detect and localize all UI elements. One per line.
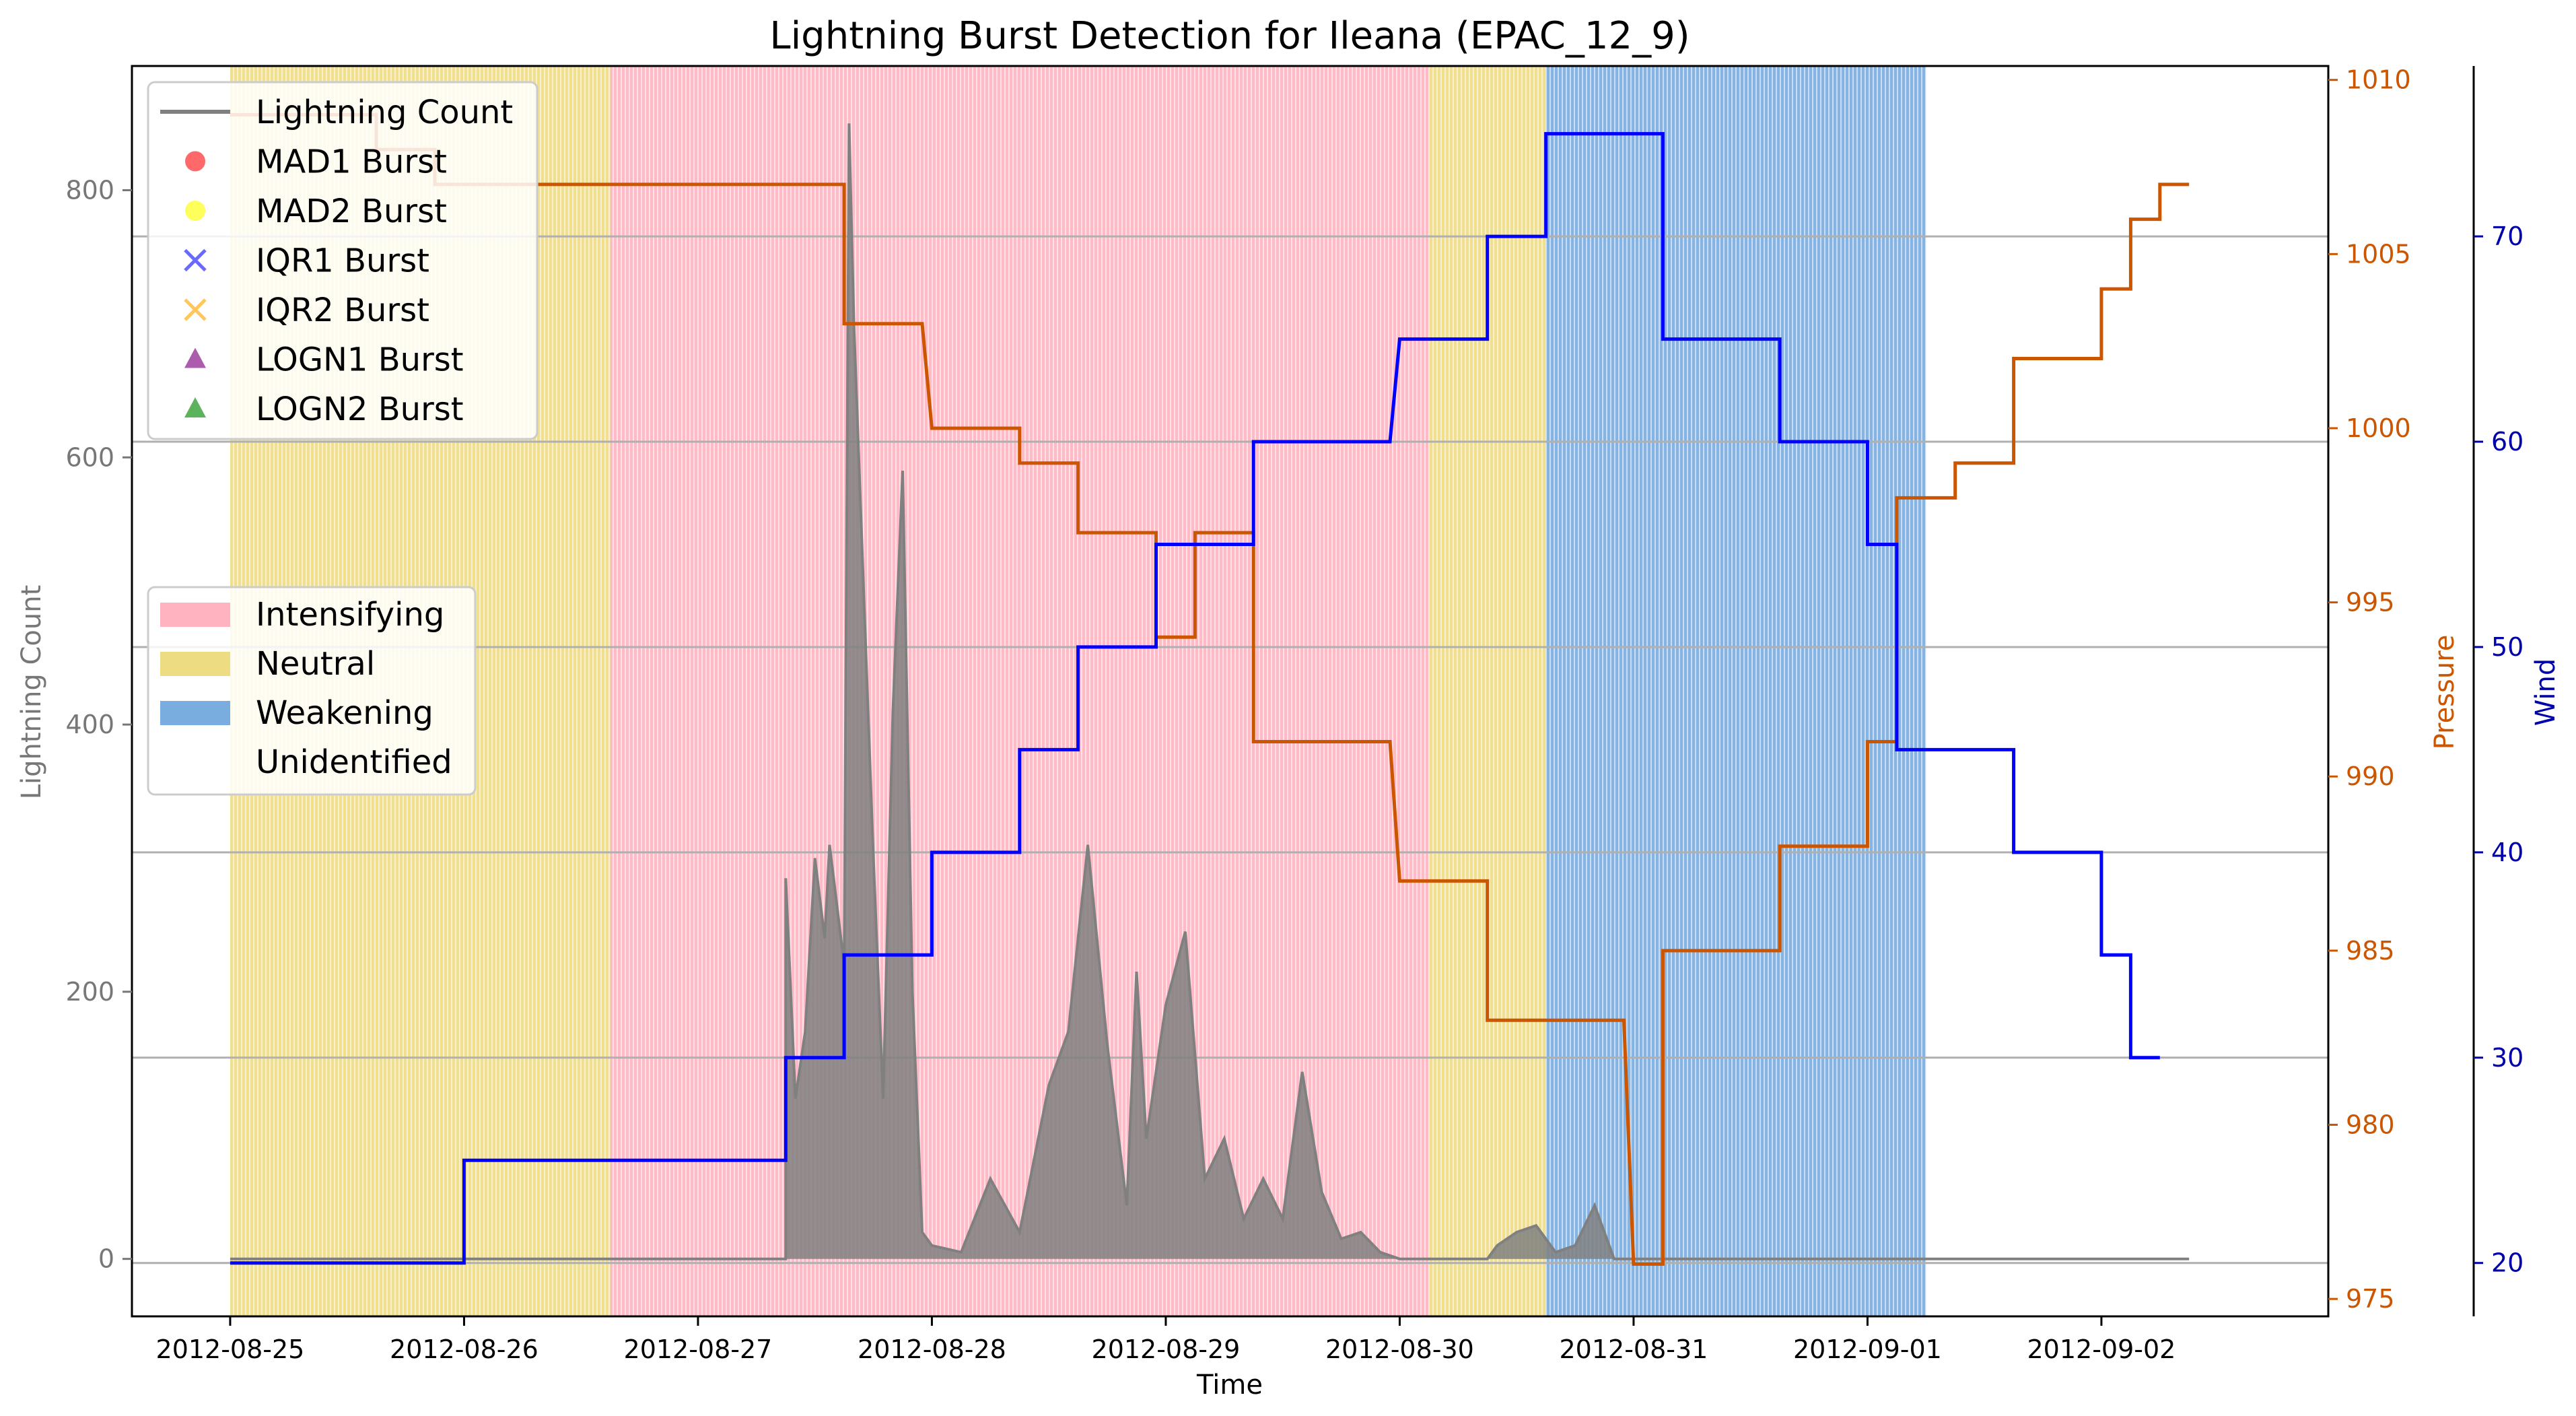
chart-title: Lightning Burst Detection for Ileana (EP…	[769, 14, 1690, 58]
y-tick-label-wind: 40	[2491, 838, 2523, 867]
y-axis-label-wind: Wind	[2530, 659, 2561, 727]
legend-phases: Intensifying Neutral Weakening Unidentified	[147, 586, 477, 796]
y-tick-label-pressure: 1000	[2346, 413, 2411, 443]
y-tick-label-wind: 30	[2491, 1043, 2523, 1073]
legend-label: MAD2 Burst	[256, 193, 447, 230]
y-axis-label-lightning: Lightning Count	[16, 585, 47, 800]
legend-swatch-phase	[160, 701, 230, 725]
legend-label: Weakening	[256, 694, 433, 732]
y-tick-label-lightning: 0	[98, 1244, 114, 1274]
legend-swatch-marker	[184, 347, 206, 368]
legend-label: MAD1 Burst	[256, 143, 447, 181]
legend-swatch-phase	[160, 603, 230, 627]
plot-frame	[131, 65, 2330, 1318]
y-tick-label-pressure: 980	[2346, 1110, 2395, 1140]
pressure-line	[230, 112, 2190, 1266]
y-tick-label-pressure: 975	[2346, 1284, 2395, 1314]
legend-label: Intensifying	[256, 596, 444, 634]
x-tick-label: 2012-09-02	[2027, 1335, 2176, 1364]
x-tick-label: 2012-08-30	[1325, 1335, 1474, 1364]
y-tick-label-wind: 50	[2491, 632, 2523, 662]
y-tick-label-pressure: 985	[2346, 936, 2395, 966]
y-axis-label-pressure: Pressure	[2429, 635, 2460, 750]
y-tick-label-pressure: 990	[2346, 762, 2395, 791]
legend-label: Lightning Count	[256, 94, 513, 131]
legend-bursts: Lightning Count MAD1 Burst MAD2 Burst IQR1 …	[147, 81, 538, 440]
series-layer	[230, 112, 2190, 1266]
wind-line	[230, 132, 2160, 1265]
legend-label: IQR1 Burst	[256, 242, 429, 280]
legend-label: Unidentified	[256, 743, 452, 781]
x-tick-label: 2012-09-01	[1793, 1335, 1942, 1364]
legend-label: Neutral	[256, 645, 375, 683]
phase-band-intensifying	[610, 66, 1429, 1316]
phase-bands	[230, 66, 1926, 1316]
y-tick-label-lightning: 200	[65, 977, 114, 1007]
x-tick-label: 2012-08-26	[390, 1335, 538, 1364]
legend-swatch-marker	[184, 248, 207, 272]
y-tick-label-pressure: 1010	[2346, 65, 2411, 95]
legend-bursts-box	[147, 81, 538, 440]
legend-label: LOGN2 Burst	[256, 391, 464, 428]
legend-phases-box	[147, 586, 477, 796]
phase-band-weakening	[1545, 66, 1926, 1316]
y-tick-label-wind: 60	[2491, 427, 2523, 457]
legend-label: IQR2 Burst	[256, 292, 429, 329]
x-axis-label: Time	[1196, 1370, 1263, 1401]
x-tick-label: 2012-08-28	[858, 1335, 1006, 1364]
lightning-count-line	[230, 123, 2190, 1260]
y-tick-label-wind: 70	[2491, 222, 2523, 251]
legend-label: LOGN1 Burst	[256, 341, 464, 379]
legend-swatch-marker	[185, 201, 205, 221]
y-tick-label-lightning: 600	[65, 442, 114, 472]
x-tick-label: 2012-08-31	[1560, 1335, 1708, 1364]
axes: 2012-08-25 2012-08-26 2012-08-27 2012-08-28…	[65, 65, 2523, 1364]
x-tick-label: 2012-08-27	[624, 1335, 773, 1364]
y-tick-label-pressure: 1005	[2346, 239, 2411, 269]
legend-swatch-marker	[184, 298, 207, 321]
legend-swatch-marker	[184, 397, 206, 417]
y-tick-label-lightning: 400	[65, 710, 114, 739]
legend-swatch-phase	[160, 652, 230, 676]
y-tick-label-wind: 20	[2491, 1248, 2523, 1278]
x-tick-label: 2012-08-29	[1092, 1335, 1241, 1364]
legend-swatch-marker	[185, 151, 205, 172]
y-tick-label-pressure: 995	[2346, 588, 2395, 617]
y-tick-label-lightning: 800	[65, 176, 114, 205]
x-tick-label: 2012-08-25	[156, 1335, 305, 1364]
